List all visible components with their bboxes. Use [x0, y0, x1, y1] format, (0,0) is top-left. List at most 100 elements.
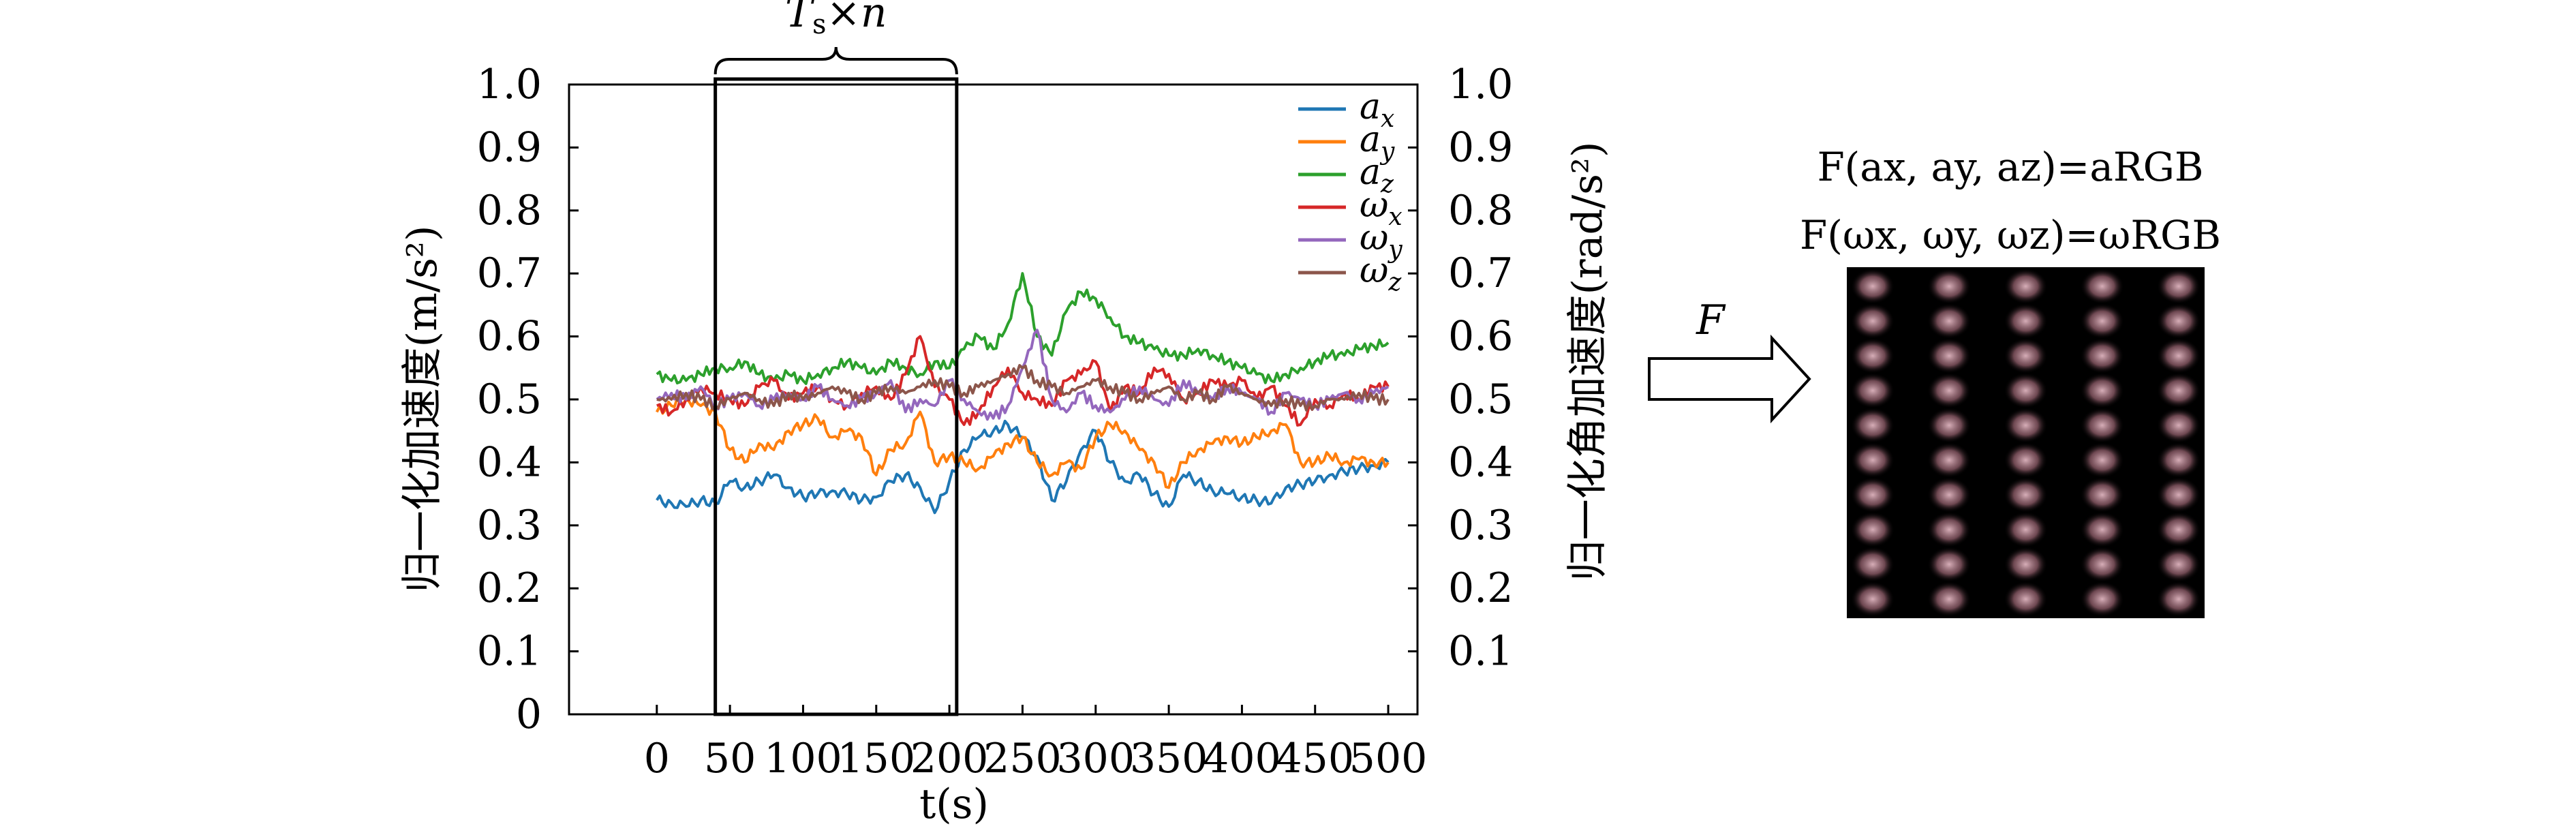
rgb-dot [2004, 512, 2048, 547]
rgb-dot [1927, 442, 1972, 478]
y-tick-label-left: 0.1 [477, 628, 542, 675]
rgb-dot [2157, 442, 2201, 478]
rgb-dot [1851, 338, 1895, 374]
series-line-a_y [656, 397, 1390, 489]
y-tick-label-left: 0.4 [477, 438, 542, 486]
rgb-dot [1851, 512, 1895, 547]
rgb-dot [2004, 477, 2048, 513]
rgb-dot [2080, 408, 2124, 443]
rgb-dot [2004, 442, 2048, 478]
y-axis-right-ticks: 0.1 0.2 0.3 0.4 0.5 0.6 0.7 0.8 0.9 1.0 [1408, 61, 1513, 675]
time-window-box [714, 77, 959, 716]
y-tick-label-left: 0.5 [477, 376, 542, 423]
rgb-dot [2157, 408, 2201, 443]
rgb-dot [2080, 338, 2124, 374]
formula-angular: F(ωx, ωy, ωz)=ωRGB [1800, 212, 2221, 258]
y-axis-left-ticks: 0 0.1 0.2 0.3 0.4 0.5 0.6 0.7 0.8 0.9 1.0 [477, 61, 579, 738]
rgb-dot [2080, 512, 2124, 547]
rgb-dot [2157, 547, 2201, 582]
y-tick-label-right: 0.4 [1448, 438, 1513, 486]
rgb-dot [2080, 581, 2124, 617]
rgb-dot [2004, 338, 2048, 374]
rgb-dot [1927, 373, 1972, 408]
rgb-dot [2080, 477, 2124, 513]
y-tick-label-right: 0.3 [1448, 502, 1513, 549]
rgb-dot [1927, 269, 1972, 304]
series-lines [656, 272, 1390, 515]
y-axis-right-label: 归一化角加速度(rad/s²) [1564, 142, 1612, 581]
rgb-dot [1851, 408, 1895, 443]
rgb-image-dots [1851, 269, 2201, 617]
rgb-dot [2004, 581, 2048, 617]
rgb-dot [1927, 408, 1972, 443]
x-tick-label: 300 [1056, 735, 1135, 782]
y-tick-label-right: 0.1 [1448, 628, 1513, 675]
y-tick-label-left: 0.9 [477, 123, 542, 171]
y-tick-label-right: 1.0 [1448, 61, 1513, 108]
y-tick-label-left: 0 [516, 690, 542, 738]
rgb-dot [1927, 303, 1972, 339]
x-tick-label: 350 [1130, 735, 1208, 782]
rgb-dot [1927, 512, 1972, 547]
rgb-dot [2004, 408, 2048, 443]
y-tick-label-right: 0.7 [1448, 249, 1513, 297]
rgb-dot [2004, 269, 2048, 304]
rgb-dot [1851, 581, 1895, 617]
x-tick-label: 400 [1203, 735, 1281, 782]
rgb-dot [1851, 373, 1895, 408]
transform-arrow-label: F [1696, 296, 1726, 344]
rgb-dot [2080, 442, 2124, 478]
y-tick-label-left: 1.0 [477, 61, 542, 108]
rgb-dot [2157, 373, 2201, 408]
rgb-dot [2080, 303, 2124, 339]
x-tick-label: 50 [704, 735, 756, 782]
time-window-label: Ts×n [785, 0, 887, 40]
rgb-dot [2157, 338, 2201, 374]
rgb-dot [1851, 303, 1895, 339]
series-line-a_x [656, 419, 1390, 515]
rgb-dot [2157, 477, 2201, 513]
y-tick-label-left: 0.3 [477, 502, 542, 549]
transform-arrow-icon [1648, 334, 1811, 424]
x-tick-label: 250 [983, 735, 1062, 782]
legend-label: ay [1360, 119, 1395, 166]
series-line-w_z [656, 364, 1390, 412]
y-tick-label-right: 0.6 [1448, 313, 1513, 361]
x-tick-label: 450 [1276, 735, 1354, 782]
rgb-dot [2004, 547, 2048, 582]
rgb-dot [1851, 442, 1895, 478]
rgb-dot [1851, 547, 1895, 582]
rgb-dot [2080, 547, 2124, 582]
y-tick-label-right: 0.9 [1448, 123, 1513, 171]
rgb-dot [2004, 303, 2048, 339]
legend-label: ωx [1360, 185, 1402, 231]
rgb-dot [1927, 338, 1972, 374]
time-window-brace [714, 46, 958, 75]
rgb-dot [1927, 477, 1972, 513]
legend-label: az [1360, 152, 1394, 198]
rgb-dot [2157, 581, 2201, 617]
rgb-dot [2080, 373, 2124, 408]
rgb-dot [1927, 581, 1972, 617]
x-tick-label: 100 [764, 735, 842, 782]
formula-acceleration: F(ax, ay, az)=aRGB [1817, 144, 2203, 190]
y-axis-left-label: 归一化加速度(m/s²) [399, 226, 446, 593]
x-tick-label: 0 [644, 735, 670, 782]
rgb-dot [2004, 373, 2048, 408]
rgb-dot [2157, 512, 2201, 547]
series-line-w_x [656, 335, 1390, 427]
rgb-dot [2157, 269, 2201, 304]
x-tick-label: 500 [1349, 735, 1428, 782]
rgb-dot [1851, 269, 1895, 304]
legend-label: ax [1360, 87, 1394, 133]
x-axis-label: t(s) [919, 780, 989, 828]
rgb-dot [2157, 303, 2201, 339]
y-tick-label-right: 0.5 [1448, 376, 1513, 423]
y-tick-label-right: 0.2 [1448, 564, 1513, 612]
x-tick-label: 150 [838, 735, 916, 782]
x-tick-label: 200 [910, 735, 989, 782]
series-line-a_z [656, 272, 1390, 385]
